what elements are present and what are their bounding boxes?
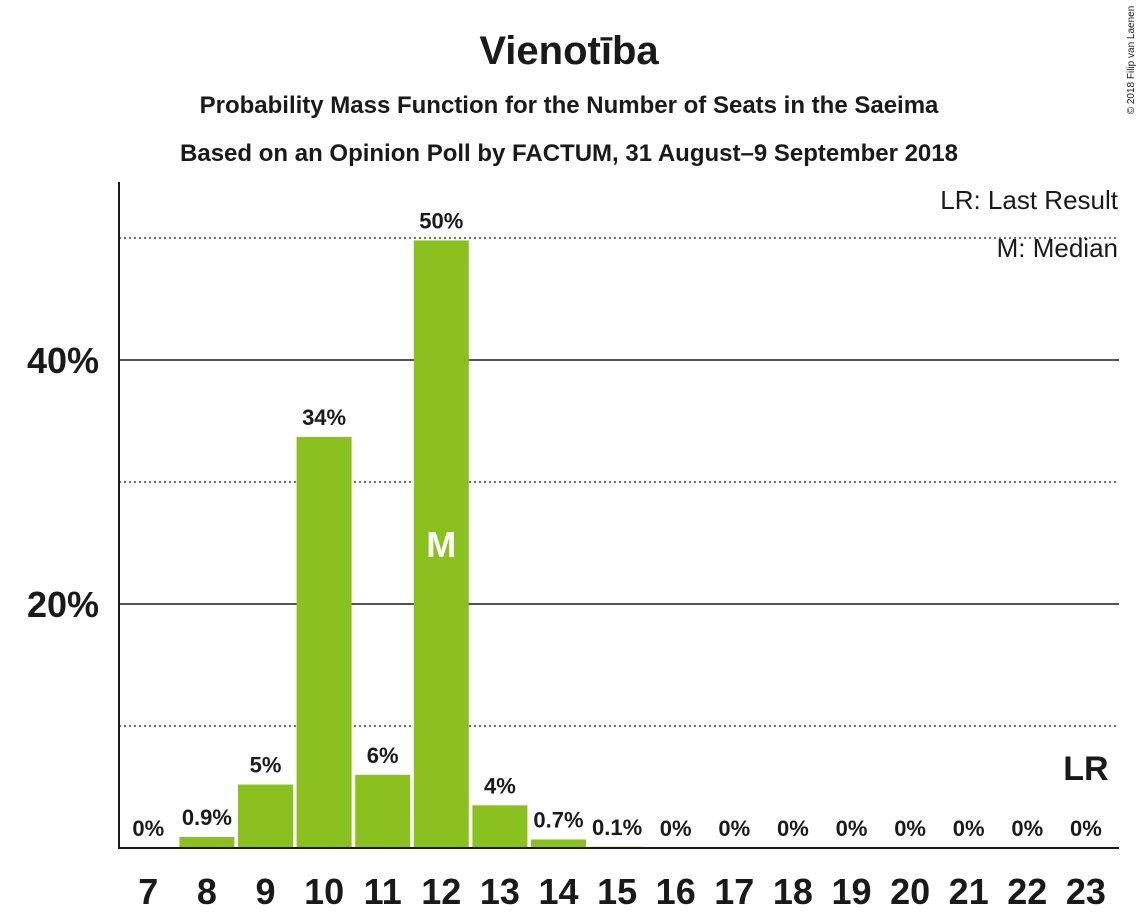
- x-tick-label: 16: [656, 871, 696, 912]
- x-tick-label: 12: [421, 871, 461, 912]
- x-tick-label: 10: [304, 871, 344, 912]
- bar-data-label: 34%: [302, 405, 346, 430]
- bar-data-label: 0%: [132, 816, 164, 841]
- pmf-bar: [179, 837, 234, 848]
- bar-data-label: 0%: [1070, 816, 1102, 841]
- bar-data-label: 0%: [660, 816, 692, 841]
- bar-data-label: 0%: [718, 816, 750, 841]
- bar-data-label: 6%: [367, 743, 399, 768]
- bar-data-label: 0%: [836, 816, 868, 841]
- bar-data-label: 0.1%: [592, 815, 642, 840]
- x-tick-label: 23: [1066, 871, 1106, 912]
- y-tick-labels: 20% 40%: [27, 340, 99, 625]
- x-tick-label: 17: [714, 871, 754, 912]
- y-tick-label: 20%: [27, 584, 99, 625]
- bar-data-label: 5%: [250, 753, 282, 778]
- x-tick-label: 15: [597, 871, 637, 912]
- x-tick-label: 19: [831, 871, 871, 912]
- x-tick-label: 18: [773, 871, 813, 912]
- chart-subtitle-1: Probability Mass Function for the Number…: [200, 92, 939, 119]
- last-result-marker: LR: [1063, 750, 1108, 788]
- bar-data-label: 0%: [953, 816, 985, 841]
- bar-data-label: 0%: [1011, 816, 1043, 841]
- chart-subtitle-2: Based on an Opinion Poll by FACTUM, 31 A…: [180, 140, 958, 167]
- x-tick-label: 9: [255, 871, 275, 912]
- x-tick-label: 8: [197, 871, 217, 912]
- x-tick-label: 7: [138, 871, 158, 912]
- pmf-bar: [355, 775, 410, 848]
- bar-data-label: 0%: [894, 816, 926, 841]
- legend-last-result: LR: Last Result: [940, 185, 1119, 215]
- chart-title: Vienotība: [479, 29, 659, 73]
- bar-data-label: 50%: [419, 208, 463, 233]
- bar-data-label: 0.7%: [533, 807, 583, 832]
- pmf-bar: [297, 437, 352, 848]
- x-tick-label: 20: [890, 871, 930, 912]
- y-tick-label: 40%: [27, 340, 99, 381]
- x-tick-label: 13: [480, 871, 520, 912]
- bar-data-label: 0.9%: [182, 805, 232, 830]
- gridlines: [119, 238, 1119, 726]
- legend-median: M: Median: [997, 233, 1118, 263]
- pmf-bar: [472, 805, 527, 848]
- pmf-bar: [531, 839, 586, 848]
- pmf-bar: [238, 785, 293, 848]
- x-tick-label: 14: [538, 871, 578, 912]
- bar-data-label: 4%: [484, 773, 516, 798]
- x-tick-label: 21: [949, 871, 989, 912]
- x-tick-labels: 7 8 9 10 11 12 13 14 15 16 17 18 19 20 21 22 23: [138, 871, 1106, 912]
- x-tick-label: 22: [1007, 871, 1047, 912]
- median-marker: M: [426, 524, 456, 565]
- data-labels: 0% 0.9% 5% 34% 6% 50% M 4% 0.7% 0.1% 0% 0% 0% 0% 0% 0% 0…: [132, 208, 1108, 841]
- x-tick-label: 11: [364, 871, 402, 912]
- copyright-notice: © 2018 Filip van Laenen: [1126, 6, 1137, 115]
- bar-data-label: 0%: [777, 816, 809, 841]
